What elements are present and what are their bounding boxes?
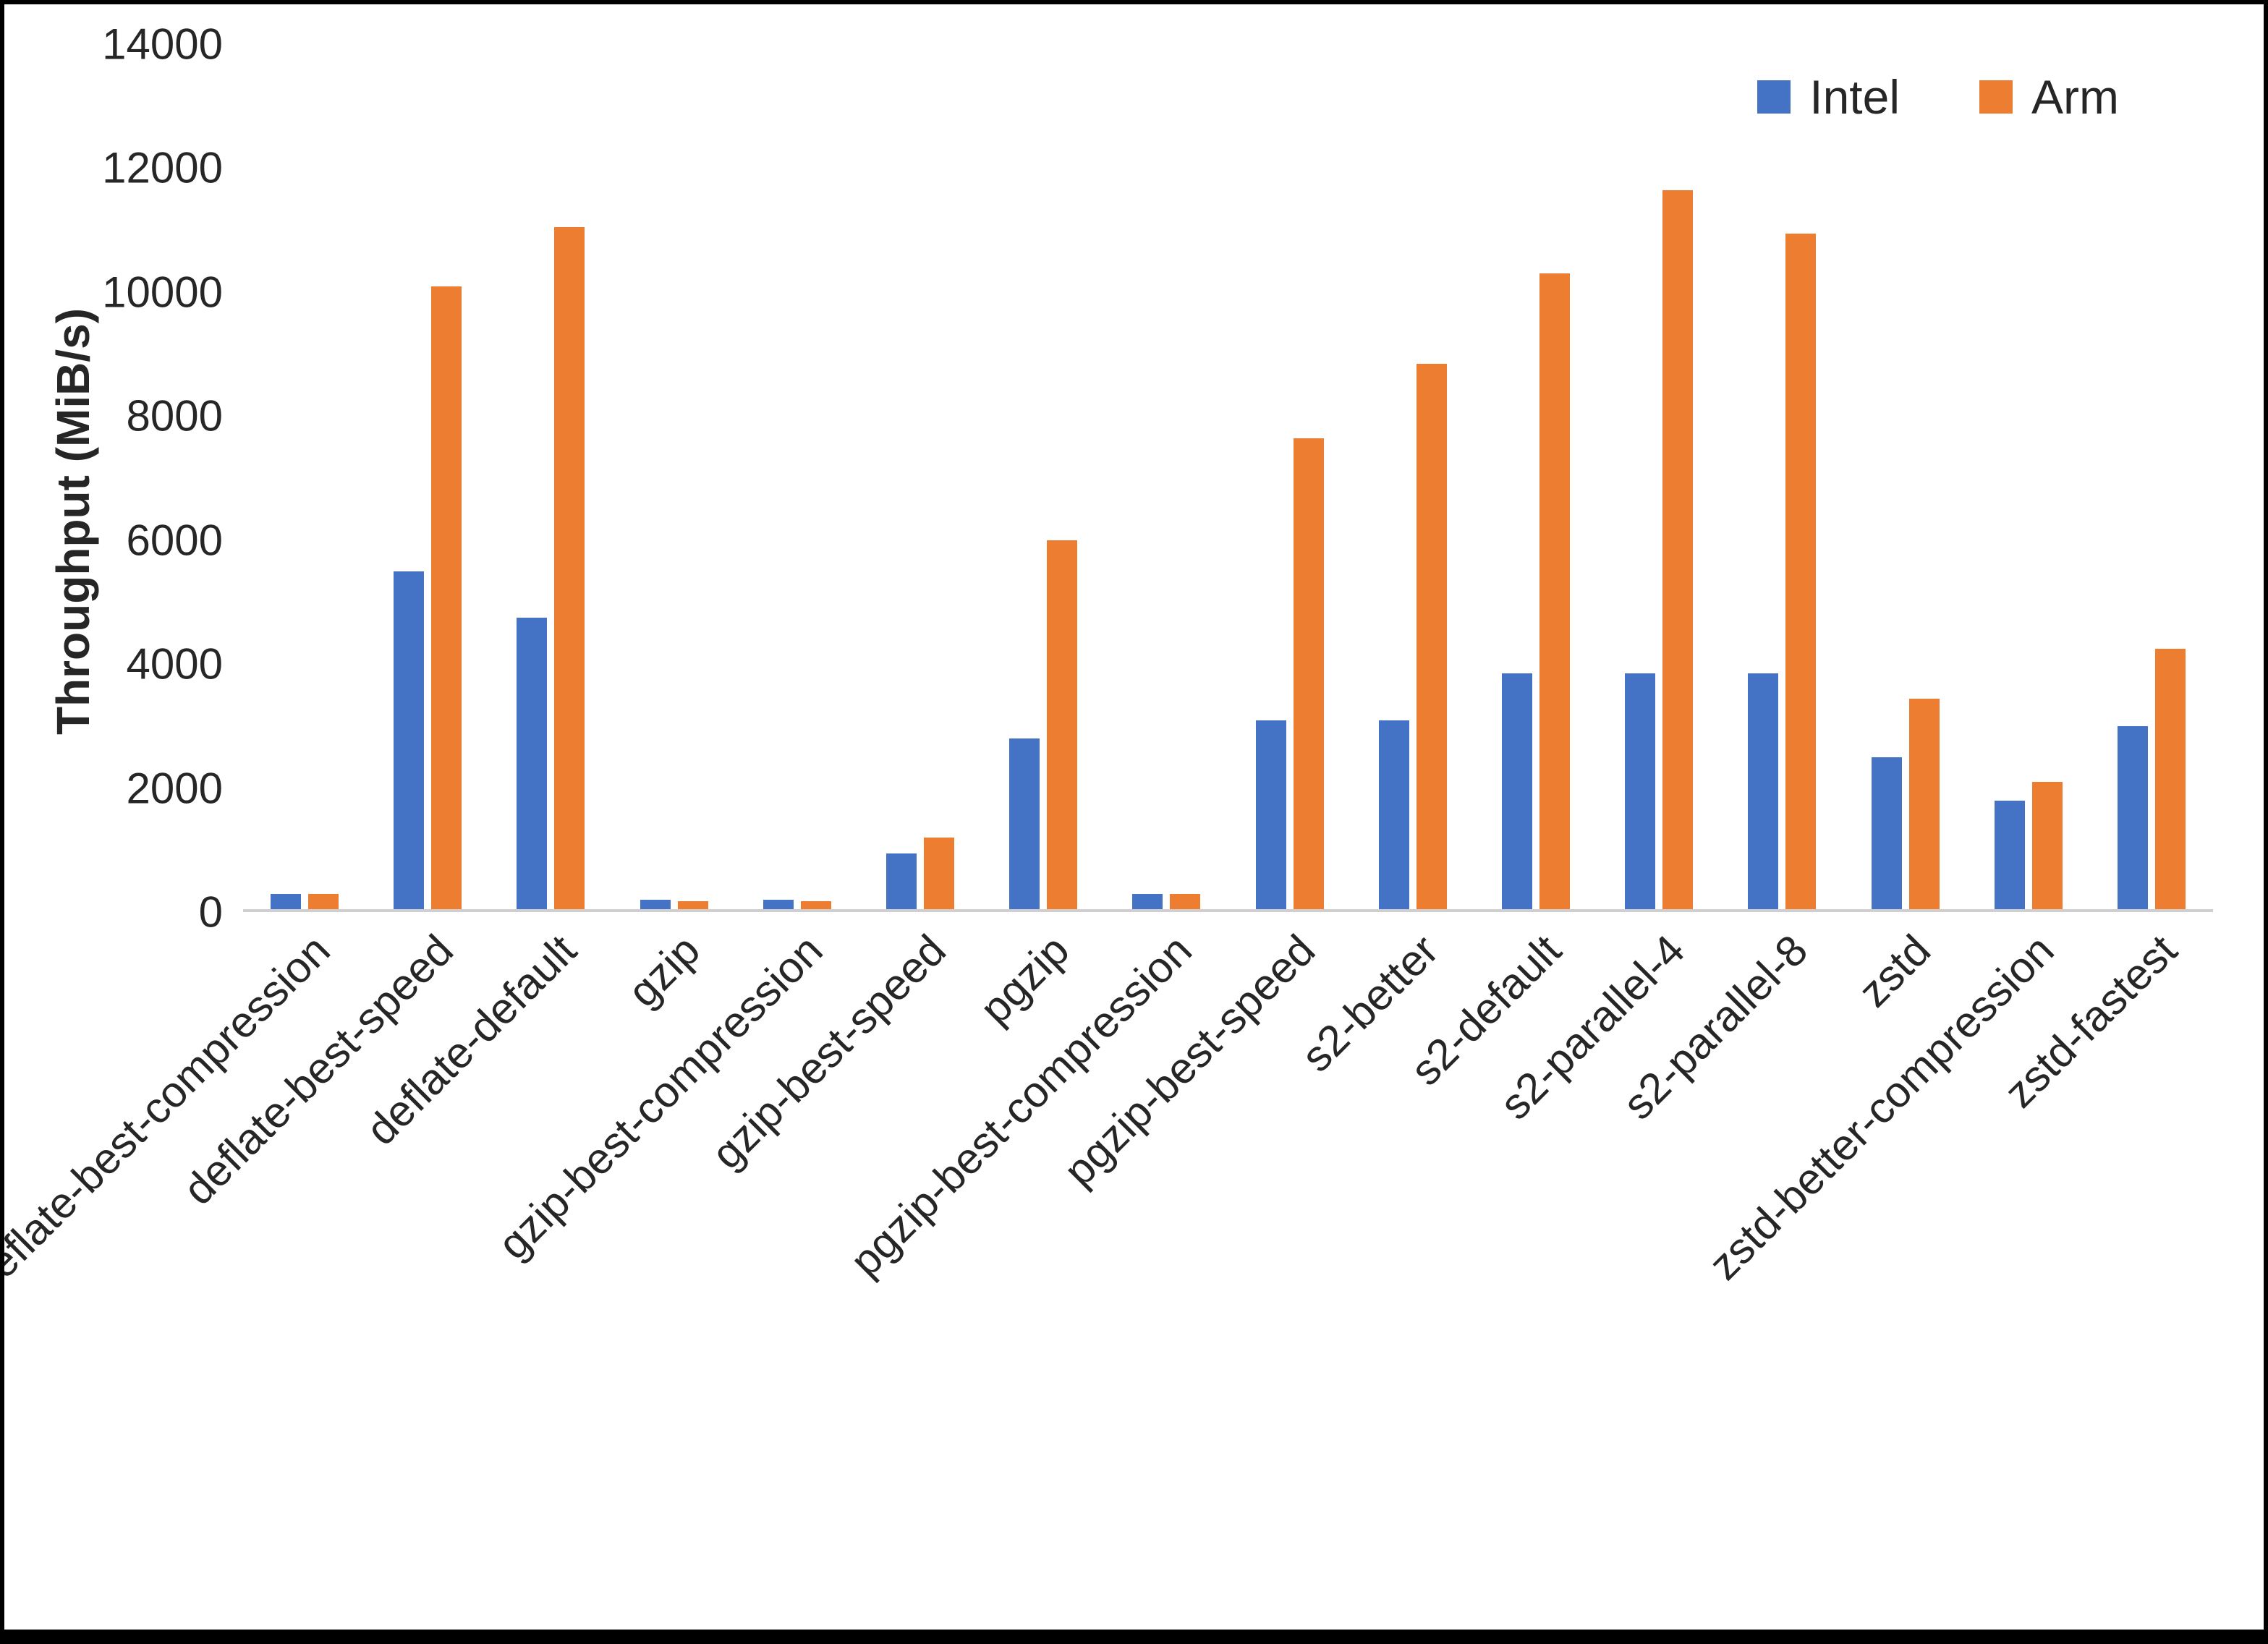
bar-group-pgzip-best-speed: pgzip-best-speed bbox=[1055, 44, 1351, 1196]
x-axis-label-deflate-default: deflate-default bbox=[357, 925, 586, 1154]
intel-bar-pgzip-best-compression bbox=[1132, 894, 1163, 909]
intel-bar-s2-better bbox=[1378, 720, 1409, 909]
legend-item-intel: Intel bbox=[1757, 69, 1900, 124]
intel-legend-swatch-icon bbox=[1757, 80, 1791, 114]
legend-item-arm: Arm bbox=[1979, 69, 2119, 124]
y-axis-tick-label: 6000 bbox=[126, 516, 223, 565]
arm-bar-s2-parallel-8 bbox=[1785, 234, 1817, 909]
arm-bar-gzip-best-compression bbox=[800, 901, 831, 909]
bar-group-gzip-best-compression: gzip-best-compression bbox=[489, 44, 859, 1269]
x-axis-label-zstd: zstd bbox=[1849, 925, 1940, 1016]
arm-bar-pgzip bbox=[1047, 540, 1078, 909]
intel-legend-label: Intel bbox=[1809, 70, 1900, 124]
intel-bar-zstd-fastest bbox=[2117, 726, 2148, 909]
intel-bar-deflate-best-speed bbox=[394, 571, 425, 909]
intel-bar-pgzip-best-speed bbox=[1255, 720, 1286, 909]
x-axis-label-gzip: gzip bbox=[618, 925, 709, 1016]
intel-bar-deflate-best-compression bbox=[271, 894, 302, 909]
y-axis-tick-label: 0 bbox=[198, 887, 223, 937]
intel-bar-deflate-default bbox=[517, 618, 548, 909]
bar-group-deflate-best-speed: deflate-best-speed bbox=[174, 44, 489, 1214]
intel-bar-pgzip bbox=[1009, 738, 1040, 909]
bar-group-pgzip-best-compression: pgzip-best-compression bbox=[841, 44, 1228, 1285]
legend: Intel Arm bbox=[1757, 69, 2119, 124]
arm-bar-s2-default bbox=[1539, 273, 1570, 909]
bar-group-s2-parallel-8: s2-parallel-8 bbox=[1614, 44, 1843, 1129]
y-axis-tick-label: 2000 bbox=[126, 764, 223, 813]
y-axis-tick-label: 12000 bbox=[102, 143, 223, 192]
intel-bar-gzip bbox=[640, 900, 671, 909]
intel-bar-gzip-best-compression bbox=[763, 900, 794, 909]
x-axis-label-pgzip: pgzip bbox=[970, 925, 1079, 1034]
bar-group-deflate-best-compression: deflate-best-compression bbox=[4, 44, 366, 1304]
arm-bar-gzip-best-speed bbox=[924, 838, 955, 909]
arm-bar-zstd-fastest bbox=[2154, 649, 2186, 909]
y-axis-tick-label: 4000 bbox=[126, 639, 223, 689]
intel-bar-s2-default bbox=[1501, 673, 1532, 909]
y-axis-tick-label: 10000 bbox=[102, 268, 223, 317]
intel-bar-s2-parallel-4 bbox=[1625, 673, 1656, 909]
intel-bar-gzip-best-speed bbox=[886, 853, 917, 909]
y-axis-tick-label: 8000 bbox=[126, 391, 223, 440]
arm-bar-deflate-best-compression bbox=[308, 894, 339, 909]
arm-bar-zstd-better-compression bbox=[2031, 782, 2063, 909]
arm-legend-label: Arm bbox=[2031, 70, 2119, 124]
plot-area: Intel Arm deflate-best-compression deflat… bbox=[4, 44, 2213, 1304]
intel-bar-s2-parallel-8 bbox=[1748, 673, 1779, 909]
bar-group-s2-better: s2-better bbox=[1292, 44, 1474, 1081]
arm-bar-s2-better bbox=[1416, 364, 1447, 909]
bar-group-s2-default: s2-default bbox=[1401, 44, 1597, 1094]
arm-bar-zstd bbox=[1908, 699, 1940, 909]
arm-bar-pgzip-best-compression bbox=[1170, 894, 1201, 909]
bar-group-pgzip: pgzip bbox=[971, 44, 1105, 1034]
bar-group-zstd-fastest: zstd-fastest bbox=[1995, 44, 2213, 1117]
arm-bar-deflate-best-speed bbox=[431, 286, 462, 909]
bar-group-zstd-better-compression: zstd-better-compression bbox=[1699, 44, 2090, 1289]
bar-group-zstd: zstd bbox=[1843, 44, 1966, 1016]
intel-bar-zstd bbox=[1871, 757, 1902, 909]
arm-bar-deflate-default bbox=[554, 227, 585, 909]
arm-bar-s2-parallel-4 bbox=[1662, 190, 1694, 909]
bar-group-s2-parallel-4: s2-parallel-4 bbox=[1490, 44, 1720, 1129]
y-axis-tick-label: 14000 bbox=[102, 20, 223, 69]
intel-bar-zstd-better-compression bbox=[1994, 801, 2025, 909]
bar-group-gzip: gzip bbox=[613, 44, 736, 1016]
bar-group-gzip-best-speed: gzip-best-speed bbox=[702, 44, 982, 1178]
y-axis: 0 2000 4000 6000 8000 10000 12000 14000 bbox=[48, 20, 243, 937]
bar-chart: Throughput (MiB/s) 0 2000 4000 6000 8000 1000… bbox=[4, 4, 2264, 1585]
arm-bar-pgzip-best-speed bbox=[1293, 438, 1324, 909]
arm-bar-gzip bbox=[677, 901, 708, 909]
arm-legend-swatch-icon bbox=[1979, 80, 2013, 114]
bar-group-deflate-default: deflate-default bbox=[357, 44, 612, 1154]
